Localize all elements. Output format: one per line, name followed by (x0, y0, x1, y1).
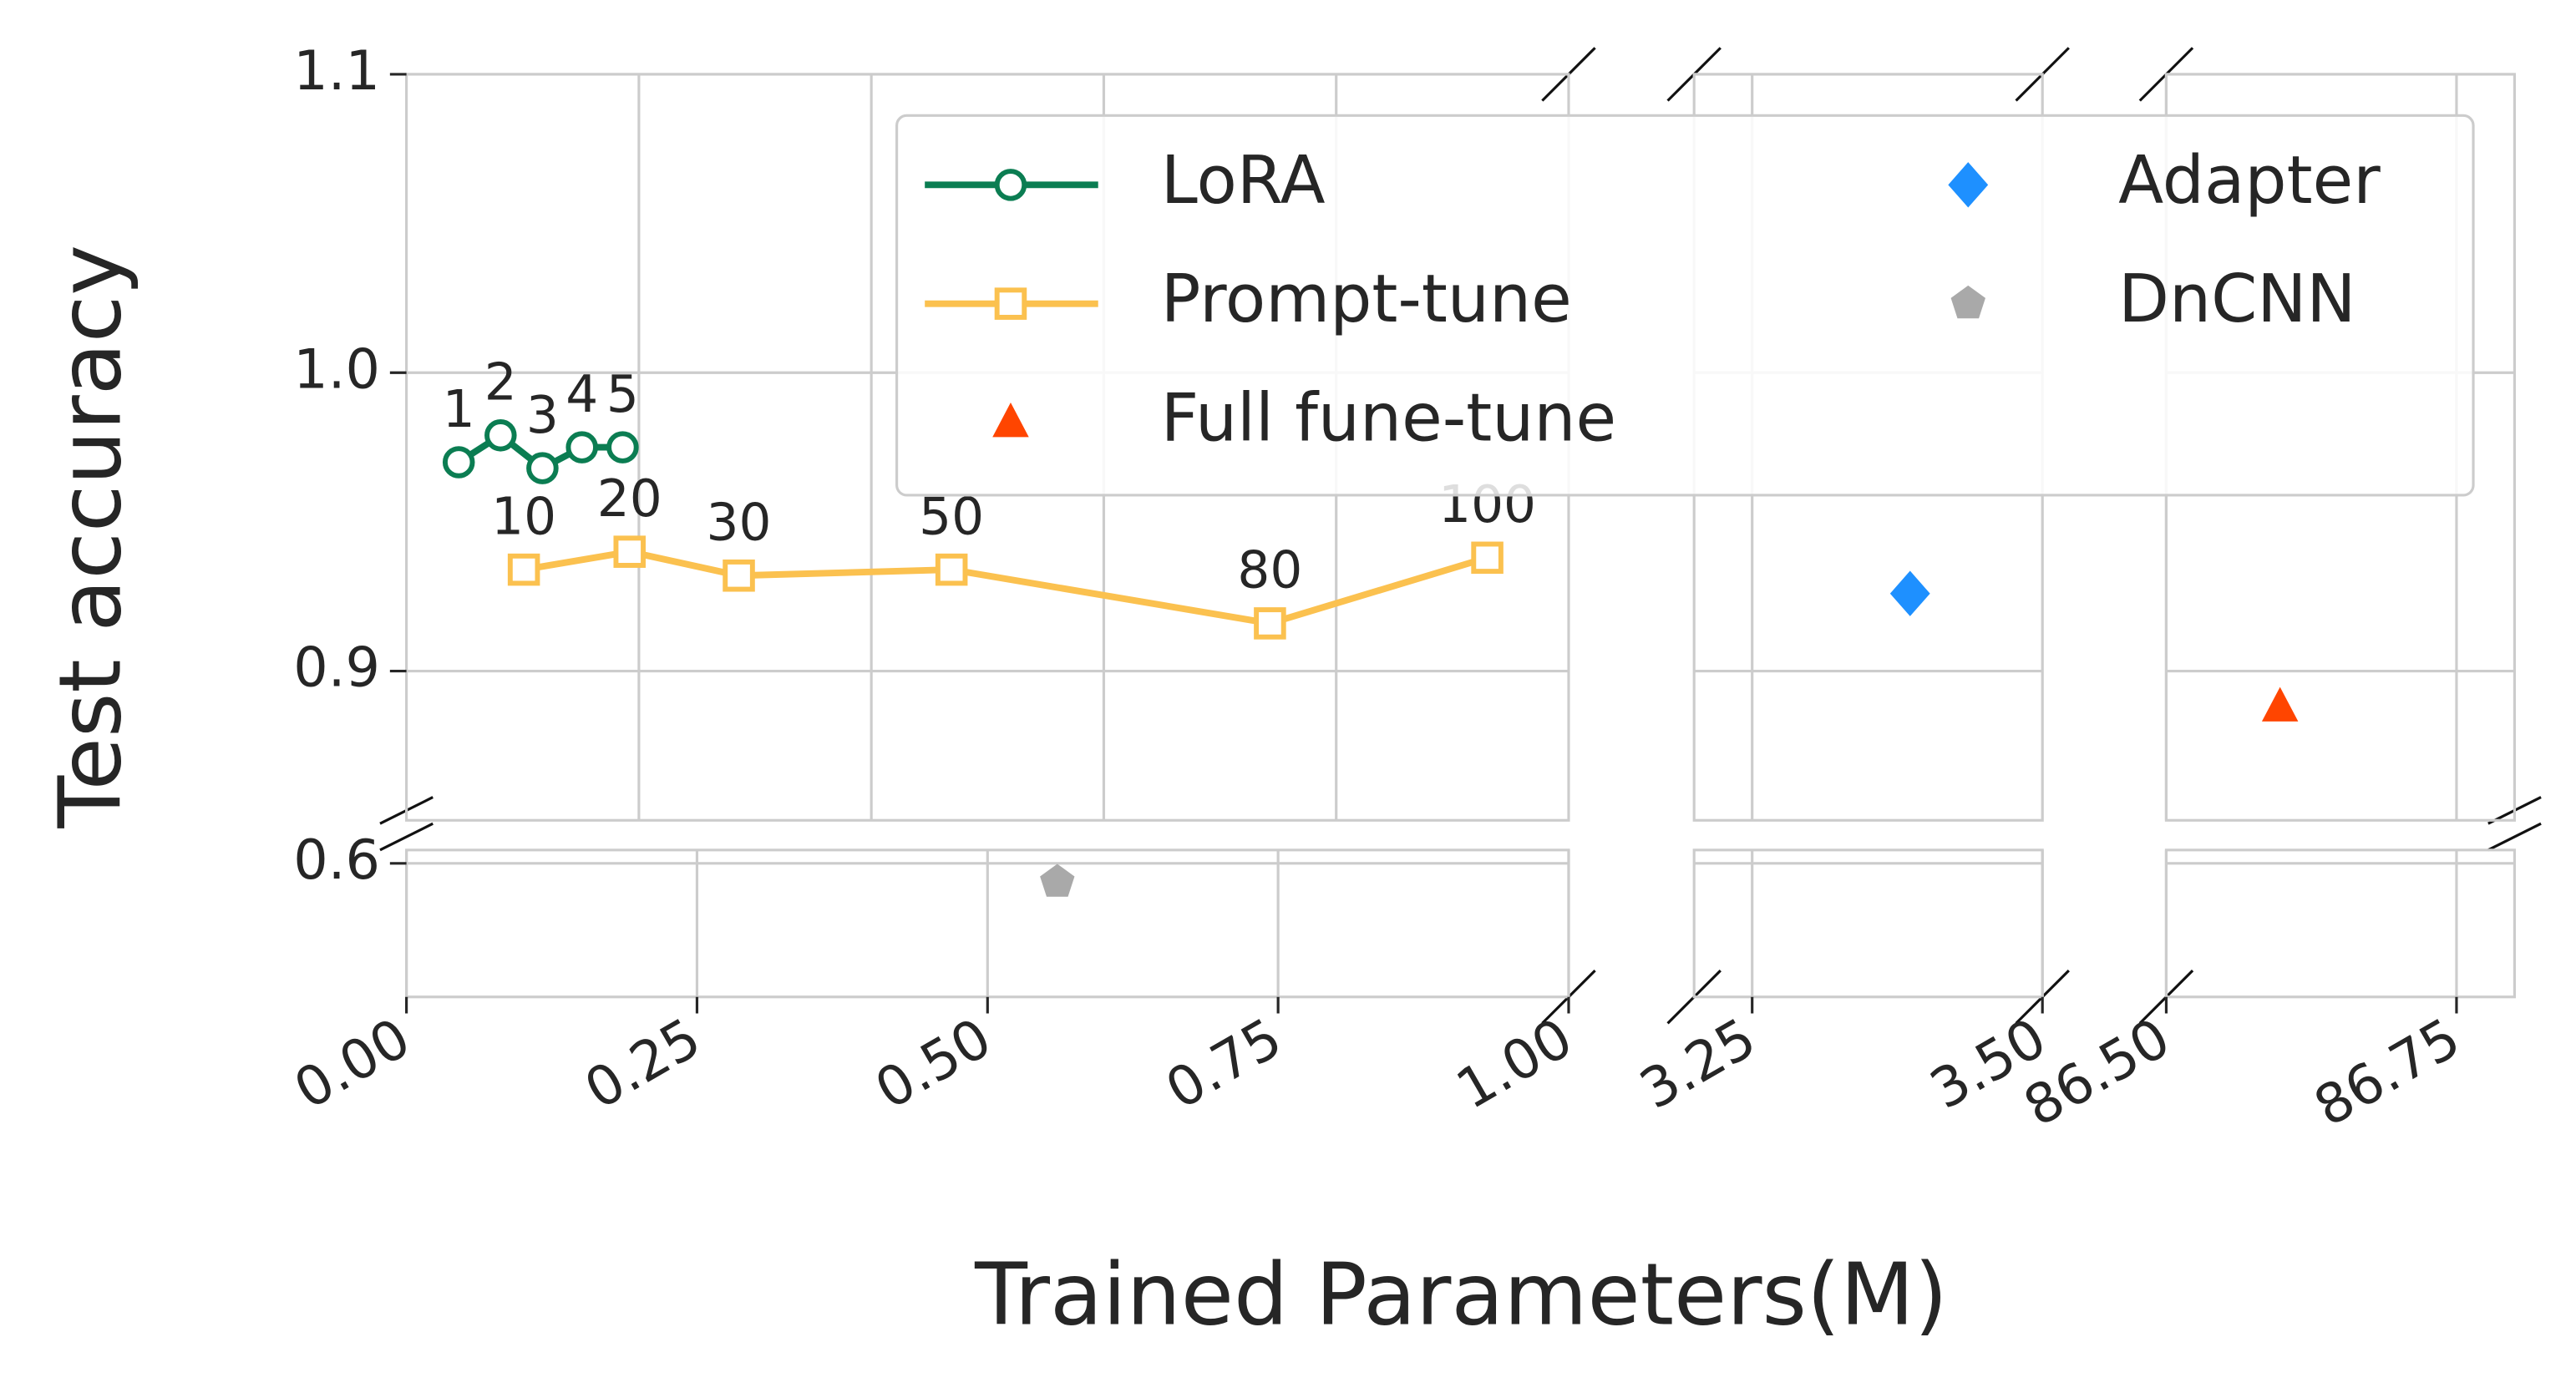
x-tick-label: 3.25 (1630, 1006, 1767, 1122)
y-axis-title: Test accuracy (41, 245, 140, 829)
panel-frame (2164, 848, 2517, 999)
point (2261, 686, 2299, 722)
point (935, 553, 968, 586)
point-label: 20 (597, 469, 662, 529)
legend-label: LoRA (1161, 142, 1326, 219)
point-label: 10 (491, 487, 556, 546)
x-tick-label: 0.25 (575, 1006, 712, 1122)
point (1889, 570, 1930, 616)
legend-marker (994, 287, 1027, 320)
x-tick-label: 86.50 (2014, 1006, 2181, 1139)
x-axis-title: Trained Parameters(M) (974, 1246, 1948, 1345)
point (507, 553, 540, 586)
point-label: 80 (1237, 541, 1302, 600)
x-tick-label: 0.50 (865, 1006, 1002, 1122)
point (565, 431, 598, 463)
legend: LoRA Prompt-tune Full fune-tune Adapter DnCN… (895, 114, 2475, 497)
point (484, 419, 517, 452)
legend-marker (1950, 285, 1985, 319)
series-line (523, 548, 1488, 627)
y-tick-label: 0.6 (293, 828, 380, 892)
point (442, 446, 475, 479)
point (613, 535, 647, 568)
point-label: 1 (443, 380, 475, 439)
point-label: 3 (526, 386, 559, 445)
point-label: 50 (919, 487, 984, 546)
series (1889, 570, 1930, 616)
y-tick-label: 0.9 (293, 636, 380, 700)
series (1040, 864, 1075, 897)
point (1471, 541, 1504, 575)
legend-label: Full fune-tune (1161, 379, 1616, 456)
legend-label: DnCNN (2118, 261, 2355, 337)
legend-label: Adapter (2118, 142, 2381, 219)
point-label: 30 (707, 494, 772, 553)
x-tick-label: 1.00 (1446, 1006, 1583, 1122)
point (723, 559, 755, 592)
series: 1 23 4 5 (442, 353, 639, 484)
x-tick-label: 0.75 (1155, 1006, 1292, 1122)
legend-label: Prompt-tune (1161, 261, 1572, 337)
y-tick-label: 1.1 (293, 39, 380, 103)
point (526, 452, 559, 484)
point-label: 2 (484, 353, 517, 413)
legend-marker (992, 403, 1029, 438)
panel-frame (1692, 848, 2044, 999)
legend-box (895, 114, 2475, 497)
series (2261, 686, 2299, 722)
point-label: 4 (565, 365, 598, 424)
x-tick-label: 86.75 (2304, 1006, 2471, 1139)
point-label: 5 (606, 365, 639, 424)
legend-marker (994, 169, 1027, 201)
x-tick-label: 0.00 (284, 1006, 421, 1122)
legend-marker (1948, 162, 1989, 208)
point (606, 431, 639, 463)
point (1040, 864, 1075, 897)
y-tick-label: 1.0 (293, 337, 380, 401)
point (1254, 607, 1286, 640)
